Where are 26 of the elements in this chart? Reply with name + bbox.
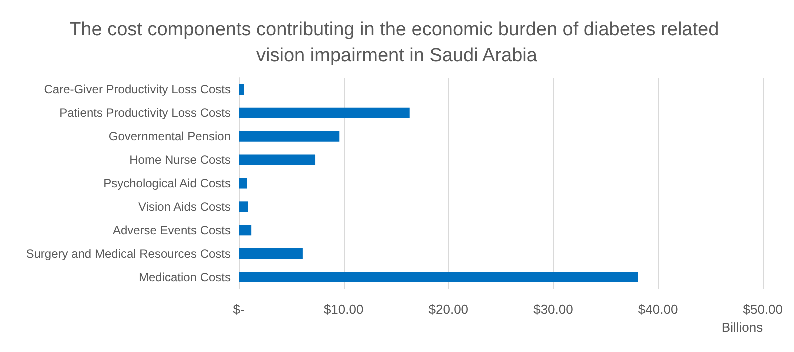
x-tick-label: $10.00 (324, 302, 364, 317)
bar (239, 225, 252, 236)
bar (239, 178, 248, 189)
x-tick-label: $50.00 (743, 302, 783, 317)
y-tick-label: Medication Costs (138, 270, 231, 284)
y-tick-label: Home Nurse Costs (130, 153, 231, 168)
x-tick-label: $30.00 (534, 302, 574, 317)
y-tick-label: Governmental Pension (108, 130, 231, 144)
bar (239, 154, 316, 166)
bar (239, 108, 410, 118)
bar (239, 248, 303, 260)
bar (239, 131, 340, 142)
bar (239, 202, 248, 212)
y-tick-label: Psychological Aid Costs (104, 176, 231, 190)
y-tick-label: Vision Aids Costs (138, 200, 231, 214)
x-axis-title: Billions (722, 320, 764, 335)
y-tick-label: Care-Giver Productivity Loss Costs (44, 82, 231, 97)
y-tick-label: Surgery and Medical Resources Costs (26, 246, 231, 261)
x-tick-label: $20.00 (428, 302, 469, 317)
x-tick-label: $40.00 (638, 302, 678, 317)
chart-title: The cost components contributing in the economic burden of diabetes related vision impairment in Saudi Arabia (70, 20, 724, 66)
y-tick-label: Patients Productivity Loss Costs (60, 106, 231, 120)
y-tick-label: Adverse Events Costs (112, 223, 231, 238)
bar (239, 84, 244, 95)
x-tick-label: $- (233, 302, 245, 317)
bar (239, 272, 638, 283)
